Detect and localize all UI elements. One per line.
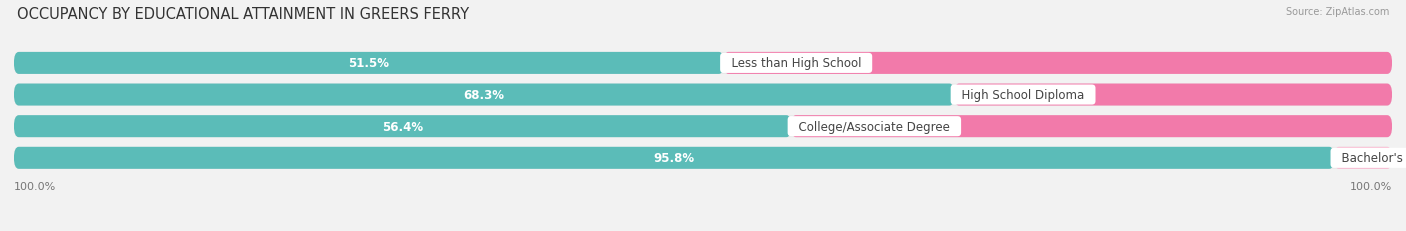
Text: Bachelor's Degree or higher: Bachelor's Degree or higher	[1334, 152, 1406, 165]
Text: 51.5%: 51.5%	[349, 57, 389, 70]
Text: Source: ZipAtlas.com: Source: ZipAtlas.com	[1285, 7, 1389, 17]
FancyBboxPatch shape	[14, 147, 1334, 169]
FancyBboxPatch shape	[14, 116, 1392, 138]
Text: 68.3%: 68.3%	[464, 89, 505, 102]
Text: Less than High School: Less than High School	[724, 57, 869, 70]
FancyBboxPatch shape	[792, 116, 1392, 138]
FancyBboxPatch shape	[14, 147, 1392, 169]
FancyBboxPatch shape	[1334, 147, 1392, 169]
FancyBboxPatch shape	[14, 53, 724, 75]
Text: College/Associate Degree: College/Associate Degree	[792, 120, 957, 133]
Text: OCCUPANCY BY EDUCATIONAL ATTAINMENT IN GREERS FERRY: OCCUPANCY BY EDUCATIONAL ATTAINMENT IN G…	[17, 7, 470, 22]
Text: 100.0%: 100.0%	[14, 181, 56, 191]
Text: 100.0%: 100.0%	[1350, 181, 1392, 191]
FancyBboxPatch shape	[724, 53, 1392, 75]
Text: High School Diploma: High School Diploma	[955, 89, 1092, 102]
FancyBboxPatch shape	[955, 84, 1392, 106]
FancyBboxPatch shape	[14, 84, 1392, 106]
FancyBboxPatch shape	[14, 53, 1392, 75]
FancyBboxPatch shape	[14, 84, 955, 106]
FancyBboxPatch shape	[14, 116, 792, 138]
Text: 56.4%: 56.4%	[382, 120, 423, 133]
Text: 95.8%: 95.8%	[654, 152, 695, 165]
